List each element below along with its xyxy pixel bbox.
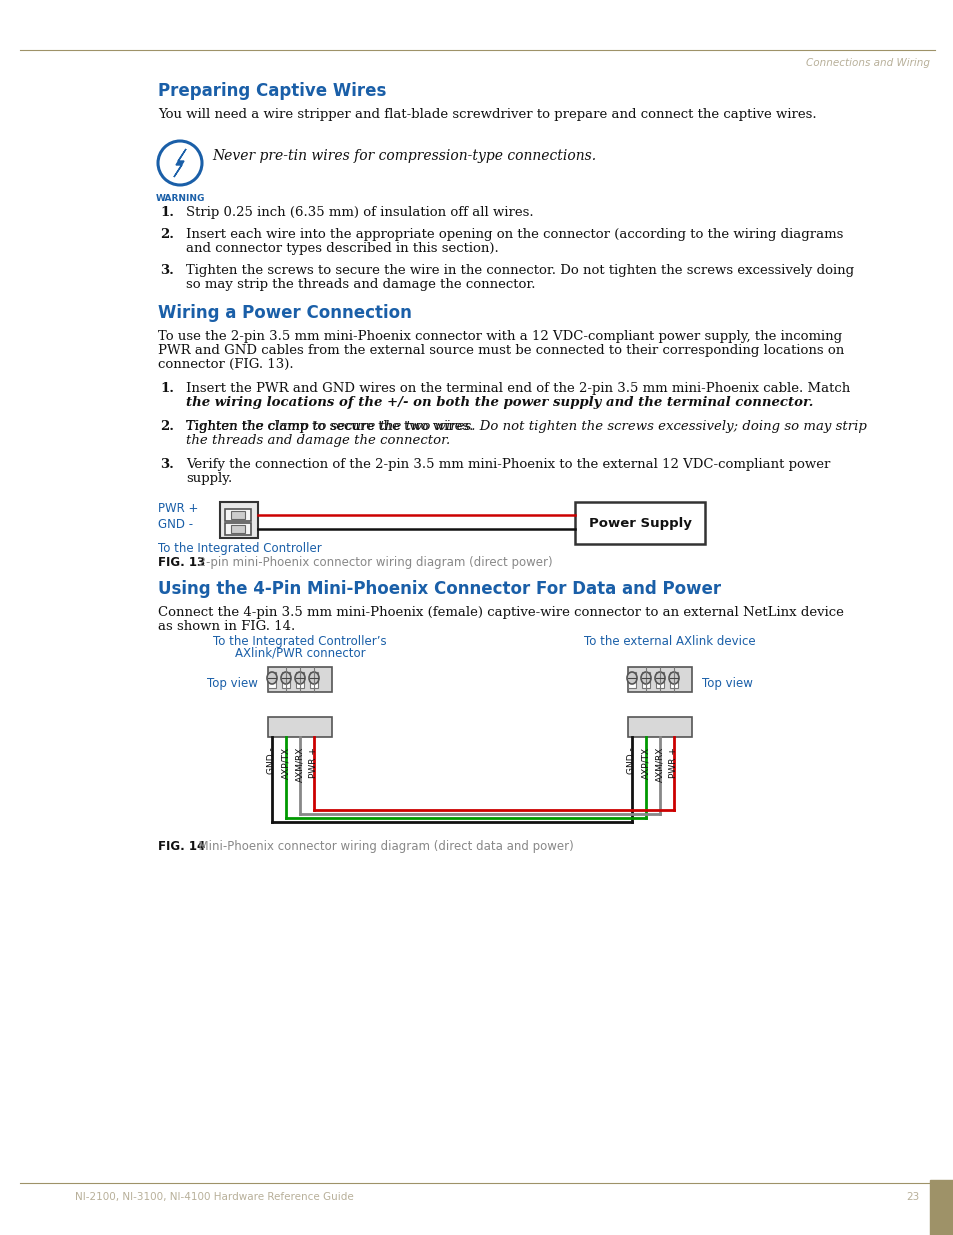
Bar: [627, 667, 691, 692]
Text: GND -: GND -: [267, 747, 276, 774]
Bar: [295, 672, 304, 688]
Ellipse shape: [281, 672, 291, 684]
Text: and connector types described in this section).: and connector types described in this se…: [186, 242, 498, 254]
Text: Tighten the clamp to secure the two wires. Do not tighten the screws excessively: Tighten the clamp to secure the two wire…: [186, 420, 866, 433]
Bar: [231, 525, 245, 534]
Text: PWR and GND cables from the external source must be connected to their correspon: PWR and GND cables from the external sou…: [158, 345, 843, 357]
Text: You will need a wire stripper and flat-blade screwdriver to prepare and connect : You will need a wire stripper and flat-b…: [158, 107, 816, 121]
Text: Insert each wire into the appropriate opening on the connector (according to the: Insert each wire into the appropriate op…: [186, 228, 842, 241]
Bar: [220, 501, 257, 538]
Text: Using the 4-Pin Mini-Phoenix Connector For Data and Power: Using the 4-Pin Mini-Phoenix Connector F…: [158, 580, 720, 598]
Text: WARNING: WARNING: [155, 194, 205, 203]
Bar: [310, 672, 317, 688]
Bar: [268, 718, 332, 737]
Text: 1.: 1.: [160, 206, 173, 219]
Text: FIG. 14: FIG. 14: [158, 840, 205, 853]
Text: Mini-Phoenix connector wiring diagram (direct data and power): Mini-Phoenix connector wiring diagram (d…: [191, 840, 573, 853]
Text: 2-pin mini-Phoenix connector wiring diagram (direct power): 2-pin mini-Phoenix connector wiring diag…: [191, 556, 552, 569]
Text: supply.: supply.: [186, 472, 232, 485]
Ellipse shape: [267, 672, 276, 684]
Text: 2.: 2.: [160, 420, 173, 433]
Text: Top view: Top view: [207, 677, 257, 689]
Text: connector (FIG. 13).: connector (FIG. 13).: [158, 358, 294, 370]
Bar: [268, 672, 275, 688]
Text: AXM/RX: AXM/RX: [295, 747, 304, 783]
Text: PWR +: PWR +: [158, 501, 198, 515]
Text: Preparing Captive Wires: Preparing Captive Wires: [158, 82, 386, 100]
Text: GND -: GND -: [627, 747, 636, 774]
Text: Never pre-tin wires for compression-type connections.: Never pre-tin wires for compression-type…: [212, 149, 596, 163]
Bar: [641, 672, 649, 688]
Text: 2.: 2.: [160, 228, 173, 241]
Bar: [669, 672, 678, 688]
Ellipse shape: [309, 672, 318, 684]
Text: PWR +: PWR +: [669, 747, 678, 778]
Ellipse shape: [668, 672, 679, 684]
Polygon shape: [173, 149, 186, 177]
Bar: [929, 1179, 953, 1235]
Text: Connect the 4-pin 3.5 mm mini-Phoenix (female) captive-wire connector to an exte: Connect the 4-pin 3.5 mm mini-Phoenix (f…: [158, 606, 843, 619]
Text: NI-2100, NI-3100, NI-4100 Hardware Reference Guide: NI-2100, NI-3100, NI-4100 Hardware Refer…: [75, 1192, 354, 1202]
Bar: [282, 672, 290, 688]
Text: AXlink/PWR connector: AXlink/PWR connector: [234, 647, 365, 659]
Text: 3.: 3.: [160, 264, 173, 277]
Bar: [225, 509, 251, 521]
Text: FIG. 13: FIG. 13: [158, 556, 205, 569]
Text: AXP/TX: AXP/TX: [281, 747, 291, 779]
Bar: [231, 511, 245, 519]
Bar: [268, 667, 332, 692]
Text: Verify the connection of the 2-pin 3.5 mm mini-Phoenix to the external 12 VDC-co: Verify the connection of the 2-pin 3.5 m…: [186, 458, 829, 471]
Text: To the Integrated Controller: To the Integrated Controller: [158, 542, 321, 555]
Text: Top view: Top view: [701, 677, 752, 689]
Text: To the external AXlink device: To the external AXlink device: [583, 635, 755, 648]
Text: AXP/TX: AXP/TX: [640, 747, 650, 779]
Bar: [627, 718, 691, 737]
Ellipse shape: [294, 672, 305, 684]
Bar: [627, 672, 636, 688]
Text: Wiring a Power Connection: Wiring a Power Connection: [158, 304, 412, 322]
Text: Insert the PWR and GND wires on the terminal end of the 2-pin 3.5 mm mini-Phoeni: Insert the PWR and GND wires on the term…: [186, 382, 849, 395]
Ellipse shape: [640, 672, 650, 684]
Bar: [656, 672, 663, 688]
Ellipse shape: [626, 672, 637, 684]
Text: To the Integrated Controller’s: To the Integrated Controller’s: [213, 635, 386, 648]
Text: Connections and Wiring: Connections and Wiring: [805, 58, 929, 68]
Text: Strip 0.25 inch (6.35 mm) of insulation off all wires.: Strip 0.25 inch (6.35 mm) of insulation …: [186, 206, 533, 219]
Text: so may strip the threads and damage the connector.: so may strip the threads and damage the …: [186, 278, 535, 291]
Text: 23: 23: [905, 1192, 919, 1202]
Text: 3.: 3.: [160, 458, 173, 471]
Text: the wiring locations of the +/- on both the power supply and the terminal connec: the wiring locations of the +/- on both …: [186, 396, 813, 409]
Ellipse shape: [655, 672, 664, 684]
Bar: [225, 522, 251, 535]
Text: GND -: GND -: [158, 519, 193, 531]
Text: as shown in FIG. 14.: as shown in FIG. 14.: [158, 620, 294, 634]
Text: AXM/RX: AXM/RX: [655, 747, 664, 783]
Text: 1.: 1.: [160, 382, 173, 395]
Text: To use the 2-pin 3.5 mm mini-Phoenix connector with a 12 VDC-compliant power sup: To use the 2-pin 3.5 mm mini-Phoenix con…: [158, 330, 841, 343]
Text: Tighten the screws to secure the wire in the connector. Do not tighten the screw: Tighten the screws to secure the wire in…: [186, 264, 853, 277]
Text: the threads and damage the connector.: the threads and damage the connector.: [186, 433, 450, 447]
Bar: [575, 501, 704, 543]
Text: Tighten the clamp to secure the two wires.: Tighten the clamp to secure the two wire…: [186, 420, 477, 433]
Text: PWR +: PWR +: [309, 747, 318, 778]
Text: Power Supply: Power Supply: [588, 516, 691, 530]
